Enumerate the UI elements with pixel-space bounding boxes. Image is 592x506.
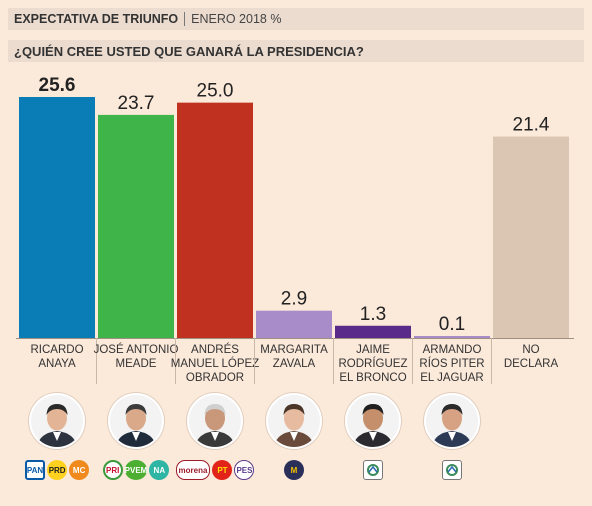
party-logo-icon: M [284,460,304,480]
party-logo-icon [442,460,462,480]
party-logo-group-3: M [284,460,304,480]
party-logo-group-0: PAN PRD MC [24,460,90,480]
category-label-3: MARGARITA ZAVALA [260,344,328,370]
chart-subtitle: ENERO 2018 % [191,12,282,26]
chart-title: EXPECTATIVA DE TRIUNFO [14,12,179,26]
person-portrait-icon [347,395,399,447]
category-label-2: ANDRÉS MANUEL LÓPEZ OBRADOR [171,343,259,384]
bar-value-label-4: 1.3 [360,304,386,325]
party-logo-group-4 [363,460,383,480]
bar-1 [98,114,174,338]
category-label-5: ARMANDO RÍOS PITER EL JAGUAR [419,344,484,384]
party-logo-icon: PT [212,460,233,480]
bar-5 [414,336,490,338]
bar-value-label-6: 21.4 [513,115,550,136]
party-logo-group-5 [442,460,462,480]
bar-value-label-2: 25.0 [197,81,234,102]
party-logo-icon: MC [69,460,90,480]
party-logo-icon: morena [175,460,211,480]
party-logo-icon [446,464,458,476]
bar-value-label-3: 2.9 [281,289,307,310]
party-logo-icon [363,460,383,480]
category-label-4: JAIME RODRÍGUEZ EL BRONCO [339,344,408,384]
person-portrait-icon [268,395,320,447]
candidate-photo-0 [29,393,85,449]
person-portrait-icon [426,395,478,447]
person-portrait-icon [31,395,83,447]
candidate-photo-5 [424,393,480,449]
party-logo-icon: PES [234,460,255,480]
bar-value-label-5: 0.1 [439,314,465,335]
person-portrait-icon [189,395,241,447]
category-label-0: RICARDO ANAYA [30,344,83,370]
bar-value-label-1: 23.7 [118,93,155,114]
bar-value-label-0: 25.6 [39,75,76,96]
party-logo-icon: PVEM [124,460,148,480]
bar-4 [335,325,411,338]
category-label-1: JOSÉ ANTONIO MEADE [94,343,179,370]
header-divider [184,12,186,26]
candidate-photo-1 [108,393,164,449]
question-bar: ¿QUIÉN CREE USTED QUE GANARÁ LA PRESIDEN… [8,40,584,62]
candidate-photo-4 [345,393,401,449]
party-logo-group-2: morena PT PES [175,460,255,480]
party-logo-icon [367,464,379,476]
chart-header: EXPECTATIVA DE TRIUNFO ENERO 2018 % [8,8,584,30]
party-logo-icon: PRI [102,460,123,480]
bar-2 [177,102,253,338]
candidate-photo-2 [187,393,243,449]
bar-0 [19,97,95,338]
party-logo-icon: PAN [24,460,46,480]
bar-6 [493,136,569,338]
bar-3 [256,310,332,338]
category-label-6: NO DECLARA [504,344,559,370]
party-logo-group-1: PRI PVEM NA [102,460,170,480]
candidate-photo-3 [266,393,322,449]
question-text: ¿QUIÉN CREE USTED QUE GANARÁ LA PRESIDEN… [14,43,364,59]
party-logo-icon: NA [149,460,170,480]
party-logo-icon: PRD [47,460,68,480]
person-portrait-icon [110,395,162,447]
